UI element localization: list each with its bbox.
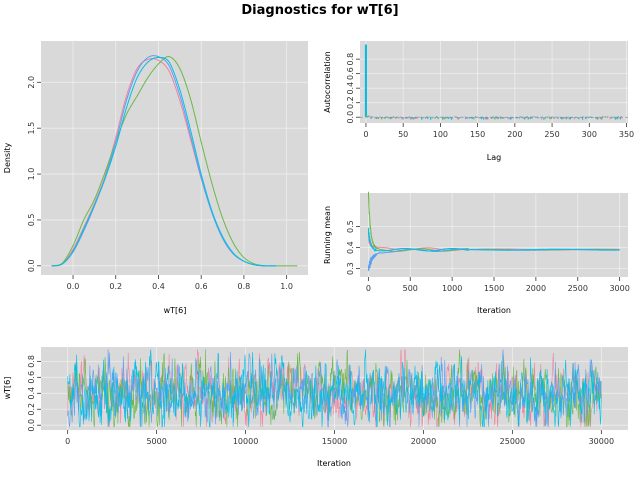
autocorrelation-x-tick-label: 0 [363, 130, 368, 139]
density-panel: 0.0 0.2 0.4 0.6 0.8 1.0 0.0 0.5 1.0 1.5 2.0 wT[6]… [3, 41, 308, 315]
trace-lines [67, 349, 602, 428]
density-x-tick-label: 1.0 [280, 282, 293, 291]
running-mean-x-label: Iteration [477, 306, 511, 315]
trace-y-tick-label: 0.0 [27, 419, 36, 432]
autocorrelation-y-tick-label: 0.2 [346, 96, 355, 109]
autocorrelation-x-ticks: 0 50 100 150 200 250 300 350 [363, 123, 634, 139]
trace-x-tick-label: 25000 [500, 437, 525, 446]
trace-y-ticks: 0.0 0.2 0.4 0.6 0.8 [27, 355, 41, 432]
density-series-line [51, 56, 298, 267]
autocorrelation-y-ticks: 0.0 0.20.4 0.60.8 [346, 53, 360, 124]
trace-x-tick-label: 20000 [411, 437, 436, 446]
density-y-tick-label: 0.5 [27, 214, 36, 227]
density-x-tick-label: 0.2 [109, 282, 122, 291]
autocorrelation-x-tick-label: 150 [470, 130, 485, 139]
trace-y-tick-label: 0.6 [27, 371, 36, 384]
trace-x-label: Iteration [317, 459, 351, 468]
trace-x-tick-label: 15000 [322, 437, 347, 446]
autocorrelation-x-tick-label: 100 [433, 130, 448, 139]
density-x-ticks: 0.0 0.2 0.4 0.6 0.8 1.0 [67, 275, 293, 291]
running-mean-y-tick-label: 0.4 [346, 241, 355, 254]
trace-y-tick-label: 0.4 [27, 387, 36, 400]
running-mean-series-line [367, 227, 620, 252]
density-plot-area [41, 41, 308, 275]
density-y-tick-label: 0.0 [27, 259, 36, 272]
running-mean-x-tick-label: 1000 [442, 284, 462, 293]
autocorrelation-x-label: Lag [487, 153, 501, 162]
density-x-tick-label: 0.8 [238, 282, 251, 291]
trace-x-tick-label: 0 [65, 437, 70, 446]
autocorrelation-x-tick-label: 250 [544, 130, 559, 139]
density-x-tick-label: 0.6 [195, 282, 208, 291]
density-y-ticks: 0.0 0.5 1.0 1.5 2.0 [27, 76, 41, 272]
running-mean-x-tick-label: 2000 [526, 284, 546, 293]
trace-series-line [67, 349, 602, 428]
running-mean-x-tick-label: 1500 [484, 284, 504, 293]
running-mean-y-ticks: 0.3 0.4 0.5 [346, 220, 360, 275]
density-series-line [51, 56, 276, 267]
autocorrelation-y-label: Autocorrelation [323, 51, 332, 113]
autocorrelation-y-tick-label: 0.0 [346, 111, 355, 124]
running-mean-x-tick-label: 3000 [609, 284, 629, 293]
trace-x-tick-label: 10000 [233, 437, 258, 446]
running-mean-x-tick-label: 500 [403, 284, 418, 293]
figure-title: Diagnostics for wT[6] [241, 3, 398, 18]
running-mean-x-ticks: 0 500 1000 1500 2000 2500 3000 [366, 277, 630, 293]
density-x-tick-label: 0.4 [152, 282, 165, 291]
autocorrelation-plot-area [360, 41, 628, 123]
trace-series-line [67, 349, 602, 428]
running-mean-x-tick-label: 2500 [568, 284, 588, 293]
autocorrelation-x-tick-label: 200 [507, 130, 522, 139]
running-mean-panel: 0 500 1000 1500 2000 2500 3000 0.3 0.4 0.5 Itera… [323, 191, 630, 315]
density-grid [41, 41, 308, 275]
autocorrelation-x-tick-label: 50 [398, 130, 408, 139]
running-mean-x-tick-label: 0 [366, 284, 371, 293]
density-x-label: wT[6] [164, 306, 187, 315]
autocorrelation-y-tick-label: 0.8 [346, 53, 355, 66]
autocorrelation-bars [360, 44, 628, 120]
trace-y-label: wT[6] [3, 377, 12, 400]
density-y-tick-label: 1.5 [27, 122, 36, 135]
density-x-tick-label: 0.0 [67, 282, 80, 291]
density-y-tick-label: 1.0 [27, 168, 36, 181]
running-mean-lines [367, 191, 620, 272]
autocorrelation-y-tick-label: 0.4 [346, 82, 355, 95]
density-lines [51, 55, 298, 267]
trace-x-tick-label: 30000 [589, 437, 614, 446]
density-y-label: Density [3, 143, 12, 174]
running-mean-y-label: Running mean [323, 206, 332, 264]
trace-x-tick-label: 5000 [146, 437, 166, 446]
trace-panel: 0 5000 10000 15000 20000 25000 30000 0.0 0.2 0.4… [3, 347, 628, 468]
autocorrelation-x-tick-label: 300 [582, 130, 597, 139]
autocorrelation-x-tick-label: 350 [619, 130, 634, 139]
trace-y-tick-label: 0.2 [27, 403, 36, 416]
trace-x-ticks: 0 5000 10000 15000 20000 25000 30000 [65, 430, 614, 446]
running-mean-y-tick-label: 0.5 [346, 220, 355, 233]
autocorrelation-panel: 0 50 100 150 200 250 300 350 0.0 0.20.4 0.60.8 La… [323, 41, 634, 162]
running-mean-y-tick-label: 0.3 [346, 262, 355, 275]
density-y-tick-label: 2.0 [27, 76, 36, 89]
autocorrelation-y-tick-label: 0.6 [346, 67, 355, 80]
trace-y-tick-label: 0.8 [27, 355, 36, 368]
